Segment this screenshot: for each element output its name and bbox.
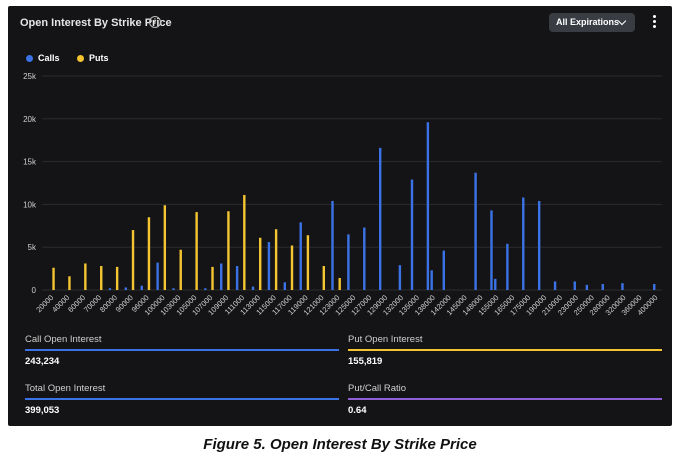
puts-bar [163, 205, 167, 290]
y-tick-label: 5k [28, 243, 37, 252]
puts-bar [274, 229, 278, 290]
stat-value: 243,234 [25, 356, 60, 367]
calls-bar [537, 200, 541, 290]
calls-bar [204, 288, 207, 290]
legend-calls-label: Calls [38, 53, 60, 63]
y-tick-label: 25k [23, 72, 37, 81]
calls-bar [347, 234, 350, 290]
panel-title: Open Interest By Strike Price [20, 17, 172, 29]
calls-bar [124, 287, 128, 290]
calls-bar [363, 227, 366, 290]
calls-bar [156, 262, 159, 290]
figure-caption: Figure 5. Open Interest By Strike Price [203, 436, 477, 453]
calls-bar [426, 122, 430, 290]
calls-bar [601, 284, 604, 290]
stat-value: 0.64 [348, 405, 367, 416]
calls-bar [331, 200, 334, 290]
calls-bar [442, 250, 445, 290]
puts-bar [100, 266, 103, 290]
calls-bar [378, 147, 382, 290]
stat-divider [348, 398, 662, 400]
calls-bar [220, 263, 223, 290]
stat-label: Call Open Interest [25, 334, 102, 345]
puts-bar [131, 230, 135, 290]
calls-bar [474, 172, 477, 290]
info-icon[interactable]: i [149, 16, 161, 28]
puts-bar [338, 278, 341, 290]
y-tick-label: 0 [32, 286, 37, 295]
calls-bar [267, 242, 271, 290]
legend-calls[interactable]: Calls [26, 53, 60, 63]
calls-bar [621, 283, 624, 290]
calls-bar [490, 210, 493, 290]
expirations-dropdown-label: All Expirations [556, 17, 620, 27]
puts-bar [115, 266, 119, 290]
stat-value: 155,819 [348, 356, 383, 367]
y-tick-label: 10k [23, 200, 37, 209]
stat-divider [25, 349, 339, 351]
calls-bar [108, 288, 112, 290]
stat-divider [25, 398, 339, 400]
calls-bar [140, 285, 143, 290]
legend-puts[interactable]: Puts [77, 53, 109, 63]
stat-label: Put Open Interest [348, 334, 423, 345]
calls-bar [172, 288, 175, 290]
puts-bar [322, 266, 326, 290]
calls-bar [410, 179, 414, 290]
y-tick-label: 20k [23, 115, 37, 124]
open-interest-panel: Open Interest By Strike Price i All Expi… [8, 6, 672, 426]
puts-bar [306, 235, 310, 290]
more-vertical-icon[interactable] [651, 15, 657, 31]
calls-bar [506, 243, 509, 290]
puts-bar [84, 263, 87, 290]
puts-bar [243, 194, 246, 290]
calls-bar [283, 282, 287, 290]
calls-bar [299, 222, 302, 290]
calls-bar [494, 278, 497, 290]
calls-bar [398, 265, 402, 290]
puts-dot-icon [77, 55, 84, 62]
puts-bar [211, 266, 214, 290]
calls-bar [430, 270, 433, 290]
puts-bar [147, 217, 151, 290]
calls-bar [573, 281, 576, 290]
puts-bar [68, 276, 71, 290]
puts-bar [259, 237, 262, 290]
stat-value: 399,053 [25, 405, 60, 416]
stat-divider [348, 349, 662, 351]
calls-dot-icon [26, 55, 33, 62]
calls-bar [251, 286, 255, 290]
legend-puts-label: Puts [89, 53, 109, 63]
calls-bar [235, 266, 239, 290]
expirations-dropdown[interactable]: All Expirations [549, 13, 635, 32]
puts-bar [179, 249, 182, 290]
calls-bar [585, 284, 589, 290]
stat-label: Total Open Interest [25, 383, 106, 394]
puts-bar [290, 245, 294, 290]
y-tick-label: 15k [23, 158, 37, 167]
calls-bar [653, 284, 656, 290]
oi-bar-chart: 05k10k15k20k25k2000040000600007000080000… [23, 72, 662, 317]
calls-bar [553, 281, 557, 290]
puts-bar [227, 211, 230, 290]
calls-bar [522, 197, 525, 290]
puts-bar [52, 267, 55, 290]
stat-label: Put/Call Ratio [348, 383, 407, 394]
puts-bar [195, 212, 198, 290]
